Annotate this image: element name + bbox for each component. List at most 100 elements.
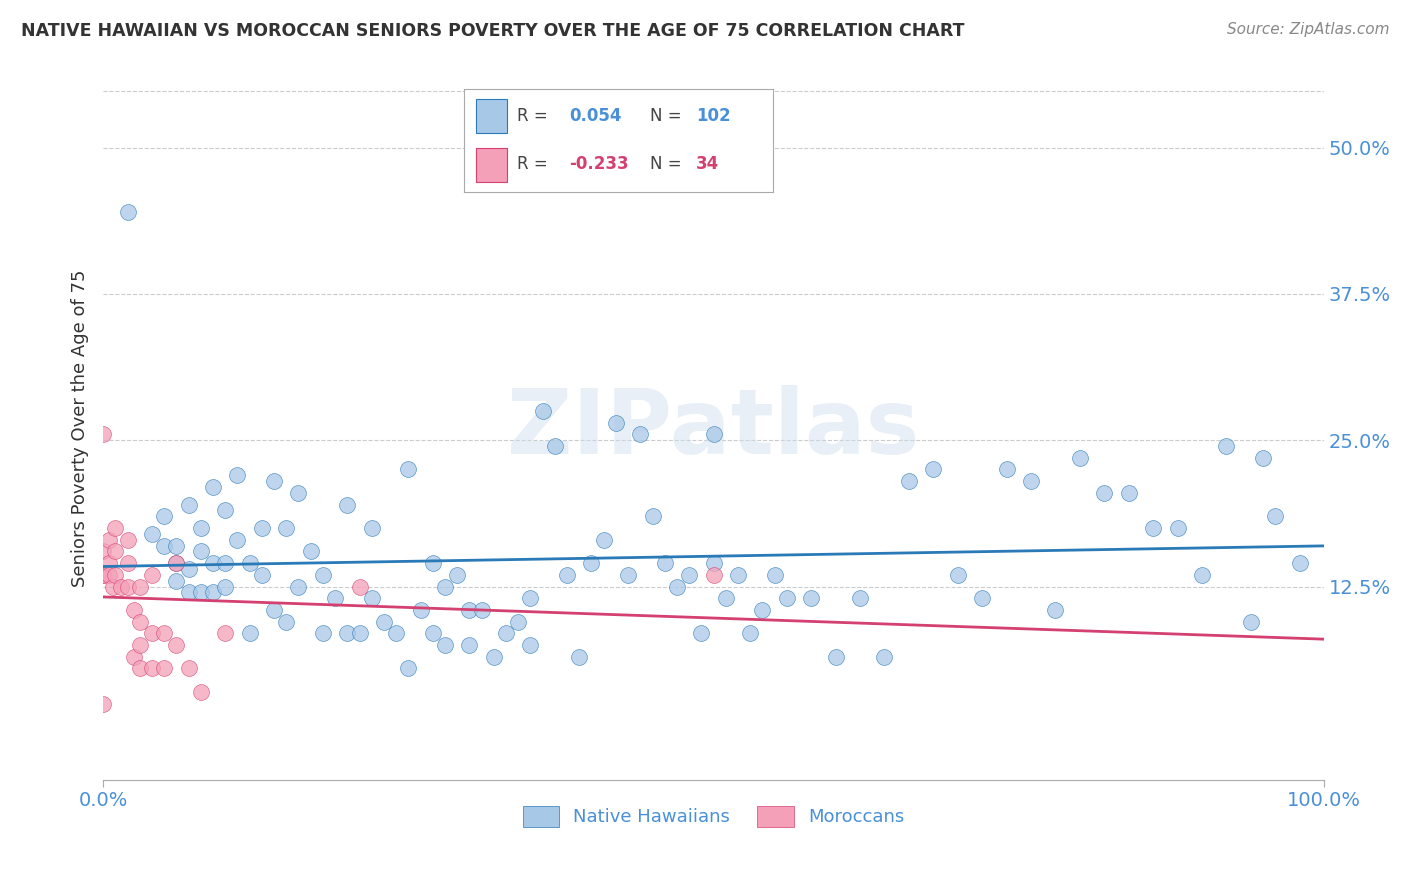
Point xyxy=(214,556,236,570)
Point xyxy=(128,615,150,629)
Point xyxy=(972,591,994,606)
Point xyxy=(617,567,640,582)
Point xyxy=(654,556,676,570)
Point xyxy=(214,580,236,594)
Point xyxy=(91,567,114,582)
Point xyxy=(714,591,737,606)
Point xyxy=(1142,521,1164,535)
Point xyxy=(763,567,786,582)
Point xyxy=(703,556,725,570)
Text: N =: N = xyxy=(650,155,681,173)
Point xyxy=(1264,509,1286,524)
Point xyxy=(409,603,432,617)
Point xyxy=(703,427,725,442)
Point xyxy=(263,603,285,617)
Point xyxy=(458,603,481,617)
Point xyxy=(98,567,121,582)
Point xyxy=(690,626,713,640)
Point xyxy=(373,615,395,629)
Point xyxy=(446,567,468,582)
Point xyxy=(141,626,163,640)
Point xyxy=(91,697,114,711)
Point xyxy=(250,567,273,582)
Point xyxy=(250,521,273,535)
Point xyxy=(703,567,725,582)
Point xyxy=(433,638,456,652)
Point xyxy=(263,474,285,488)
Point xyxy=(336,498,359,512)
Point xyxy=(128,661,150,675)
Point xyxy=(1215,439,1237,453)
Text: R =: R = xyxy=(516,107,547,125)
Point xyxy=(153,626,176,640)
Point xyxy=(349,626,371,640)
Point xyxy=(422,556,444,570)
Point xyxy=(1191,567,1213,582)
Point xyxy=(214,626,236,640)
Point xyxy=(592,533,614,547)
Point xyxy=(740,626,762,640)
Point xyxy=(544,439,567,453)
Point xyxy=(628,427,651,442)
Point xyxy=(201,480,224,494)
Point xyxy=(433,580,456,594)
Point xyxy=(177,498,200,512)
Point xyxy=(177,585,200,599)
Point xyxy=(995,462,1018,476)
Point xyxy=(190,544,212,558)
Point xyxy=(678,567,700,582)
Bar xyxy=(477,148,508,181)
Point xyxy=(287,486,309,500)
Text: ZIPatlas: ZIPatlas xyxy=(508,384,920,473)
Point xyxy=(141,567,163,582)
Point xyxy=(226,468,249,483)
Point xyxy=(519,638,541,652)
Point xyxy=(190,521,212,535)
Point xyxy=(897,474,920,488)
Point xyxy=(201,556,224,570)
Point xyxy=(1118,486,1140,500)
Point xyxy=(824,649,846,664)
Point xyxy=(122,603,145,617)
Text: -0.233: -0.233 xyxy=(569,155,628,173)
Point xyxy=(519,591,541,606)
Point xyxy=(312,567,335,582)
Point xyxy=(482,649,505,664)
Point xyxy=(727,567,749,582)
Point xyxy=(165,539,187,553)
Point xyxy=(104,567,127,582)
Point xyxy=(122,649,145,664)
Text: 0.054: 0.054 xyxy=(569,107,621,125)
Legend: Native Hawaiians, Moroccans: Native Hawaiians, Moroccans xyxy=(516,798,911,834)
Point xyxy=(226,533,249,547)
Point xyxy=(117,533,139,547)
Point xyxy=(110,580,132,594)
Point xyxy=(101,580,124,594)
Point xyxy=(849,591,872,606)
Point xyxy=(323,591,346,606)
Point xyxy=(239,556,262,570)
Point xyxy=(873,649,896,664)
Text: NATIVE HAWAIIAN VS MOROCCAN SENIORS POVERTY OVER THE AGE OF 75 CORRELATION CHART: NATIVE HAWAIIAN VS MOROCCAN SENIORS POVE… xyxy=(21,22,965,40)
Point xyxy=(396,462,419,476)
Point xyxy=(751,603,773,617)
Point xyxy=(1019,474,1042,488)
Point xyxy=(117,205,139,219)
Point xyxy=(177,562,200,576)
Point xyxy=(776,591,799,606)
Point xyxy=(422,626,444,640)
Point xyxy=(165,556,187,570)
Point xyxy=(165,574,187,588)
Point xyxy=(276,615,298,629)
Point xyxy=(1092,486,1115,500)
Point xyxy=(177,661,200,675)
Point xyxy=(800,591,823,606)
Point xyxy=(360,521,382,535)
Point xyxy=(190,685,212,699)
Point xyxy=(312,626,335,640)
Point xyxy=(141,661,163,675)
Point xyxy=(641,509,664,524)
Point xyxy=(508,615,530,629)
Point xyxy=(531,404,554,418)
Point xyxy=(458,638,481,652)
